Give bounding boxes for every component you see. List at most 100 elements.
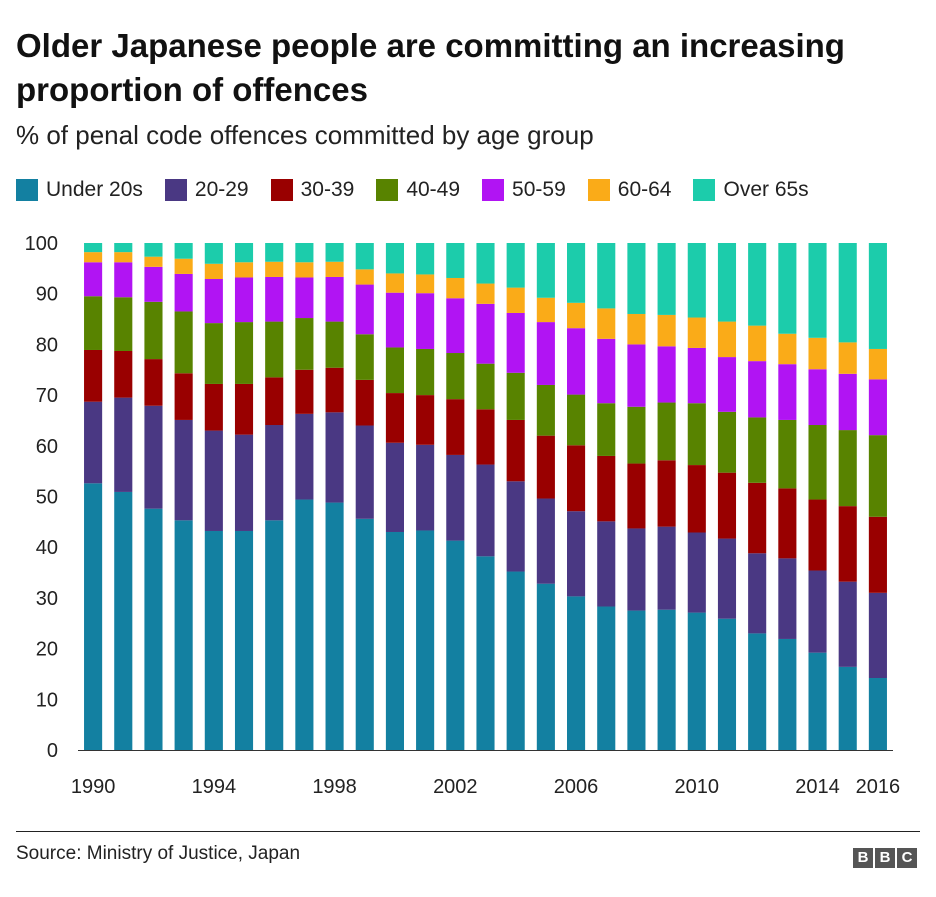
stacked-bar-chart: 0 10 20 30 40 50 60 70 80 90 100 1990 1994 1998 2002 20… (25, 233, 901, 798)
bar-segment (265, 425, 284, 521)
bar-segment (868, 592, 887, 679)
bar-segment (265, 276, 284, 322)
x-tick-label: 2014 (795, 776, 840, 798)
bar-segment (808, 570, 827, 653)
bar-segment (838, 666, 857, 750)
bar-segment (295, 318, 314, 370)
bar-segment (506, 481, 525, 572)
bar-segment (355, 243, 374, 270)
bar-segment (234, 262, 254, 278)
bar-segment (325, 367, 344, 413)
bar-segment (385, 531, 404, 750)
bar-segment (778, 488, 797, 559)
bar-segment (748, 417, 767, 483)
bar-segment (204, 430, 223, 531)
bar-segment (385, 393, 404, 443)
bar-segment (144, 301, 163, 360)
bar-segment (385, 273, 404, 293)
bar-segment (717, 472, 737, 539)
bar-segment (748, 325, 767, 362)
bbc-logo-letter-2: B (875, 848, 895, 868)
bar-segment (808, 337, 827, 370)
bar-segment (144, 256, 163, 267)
bar-segment (627, 313, 646, 345)
bar-segment (476, 409, 495, 465)
y-tick-label: 90 (36, 284, 58, 306)
y-tick-label: 100 (25, 233, 58, 255)
bar-segment (506, 571, 525, 750)
bar-segment (838, 506, 857, 582)
legend-swatch (376, 179, 399, 201)
bar-segment (114, 243, 133, 253)
legend-swatch (693, 179, 716, 201)
bar-segment (204, 263, 223, 279)
bar-segment (687, 347, 706, 404)
bar-segment (114, 262, 133, 298)
bar-segment (536, 322, 555, 385)
x-tick-label: 1994 (192, 776, 237, 798)
bar-segment (597, 455, 616, 522)
bar-segment (385, 347, 404, 394)
bar-segment (416, 530, 435, 750)
bar-segment (506, 287, 525, 313)
bar-segment (84, 483, 103, 750)
bar-segment (84, 349, 103, 402)
bar-segment (234, 530, 254, 750)
bar-segment (84, 401, 103, 484)
bar-segment (506, 312, 525, 373)
bbc-logo-letter-3: C (897, 848, 917, 868)
bar-segment (657, 346, 676, 403)
bar-segment (717, 357, 737, 412)
bar-segment (234, 383, 254, 435)
legend-swatch (164, 179, 187, 201)
bar-segment (355, 334, 374, 380)
bar-segment (687, 465, 706, 533)
bar-segment (234, 277, 254, 323)
bbc-logo: B B C (853, 848, 919, 868)
bar-segment (295, 262, 314, 278)
y-tick-label: 20 (36, 639, 58, 661)
bar-segment (416, 274, 435, 294)
bar-segment (748, 553, 767, 634)
bar-segment (717, 411, 737, 473)
bar-segment (325, 412, 344, 503)
footer-divider (16, 831, 920, 832)
legend-item: 20-29 (164, 178, 249, 202)
legend-label: 30-39 (300, 178, 355, 201)
legend-item: 50-59 (482, 178, 566, 202)
bar-segment (627, 463, 646, 529)
y-tick-label: 30 (36, 588, 58, 610)
bar-segment (808, 243, 827, 338)
bar-segment (446, 277, 465, 299)
bar-segment (355, 269, 374, 285)
bar-segment (295, 243, 314, 263)
x-tick-label: 2010 (675, 776, 720, 798)
bar-segment (84, 296, 103, 350)
bar-segment (446, 243, 465, 278)
bar-segment (748, 361, 767, 418)
bar-segment (868, 243, 887, 349)
bar-segment (416, 348, 435, 396)
bar-segment (144, 243, 163, 257)
bar-segment (627, 243, 646, 314)
bar-segment (597, 403, 616, 456)
bar-segment (627, 406, 646, 464)
bar-segment (657, 460, 676, 527)
chart-title: Older Japanese people are committing an … (16, 27, 845, 108)
bar-segment (325, 261, 344, 277)
bar-segment (808, 369, 827, 426)
y-tick-label: 70 (36, 385, 58, 407)
bar-segment (114, 397, 133, 492)
legend-swatch (482, 179, 505, 201)
bar-segment (265, 377, 284, 426)
y-tick-label: 40 (36, 537, 58, 559)
y-tick-label: 60 (36, 436, 58, 458)
bar-segment (567, 511, 586, 597)
bar-segment (416, 293, 435, 349)
bar-segment (778, 333, 797, 365)
bar-segment (385, 292, 404, 348)
bar-segment (536, 297, 555, 323)
bbc-logo-letter-1: B (853, 848, 873, 868)
bar-segment (114, 297, 133, 351)
bar-segment (446, 454, 465, 541)
